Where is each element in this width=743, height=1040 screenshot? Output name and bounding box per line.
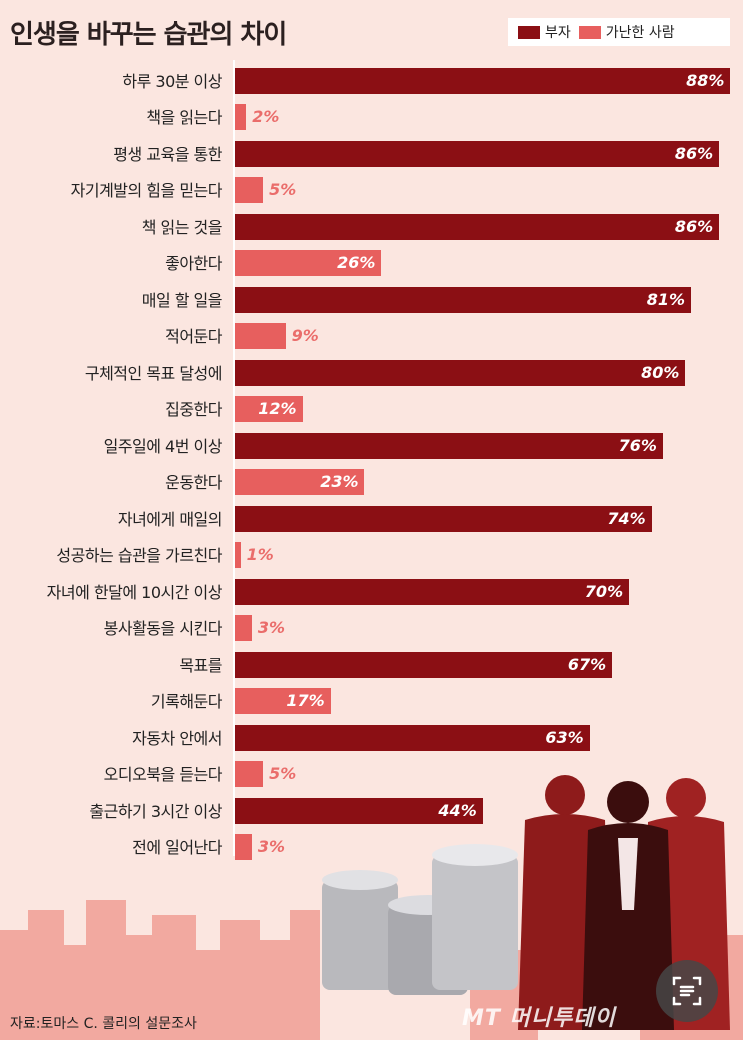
data-label-poor: 2%	[252, 107, 280, 126]
category-axis-line	[233, 60, 235, 856]
bar-poor	[235, 834, 252, 860]
category-label-line: 봉사활동을 시킨다	[103, 619, 223, 638]
watermark-logo: MT 머니투데이	[462, 1006, 616, 1031]
category-label-line: 자동차 안에서	[132, 729, 222, 748]
data-label-poor: 9%	[291, 326, 319, 345]
category-label-line: 일주일에 4번 이상	[103, 437, 223, 456]
data-label-rich: 63%	[545, 728, 584, 747]
data-label-poor: 23%	[320, 472, 359, 491]
data-label-rich: 67%	[567, 655, 607, 674]
category-label-line: 자녀에 한달에 10시간 이상	[46, 583, 223, 602]
data-label-poor: 3%	[257, 618, 286, 637]
category-label-line: 목표를	[179, 656, 222, 675]
data-label-poor: 3%	[257, 837, 286, 856]
bar-rich: 76%	[235, 433, 663, 459]
legend-swatch-poor	[578, 25, 601, 39]
data-label-rich: 86%	[674, 217, 714, 236]
bar-poor	[235, 104, 247, 130]
category-label-line: 운동한다	[165, 473, 222, 492]
bar-poor: 17%	[235, 688, 331, 714]
data-label-poor: 5%	[269, 764, 297, 783]
bar-rich: 80%	[235, 360, 686, 386]
legend-label-poor: 가난한 사람	[605, 25, 675, 41]
category-label-line: 하루 30분 이상	[122, 72, 222, 91]
category-label-line: 매일 할 일을	[141, 291, 223, 310]
bar-poor	[235, 542, 241, 568]
category-label-line: 기록해둔다	[150, 692, 223, 711]
decorative-illustration	[0, 775, 743, 1040]
bar-poor	[235, 177, 264, 203]
category-label-line: 출근하기 3시간 이상	[89, 802, 222, 821]
bar-rich: 74%	[235, 506, 652, 532]
data-label-rich: 74%	[607, 509, 646, 528]
category-label-line: 자기계발의 힘을 믿는다	[70, 181, 223, 200]
category-label-line: 구체적인 목표 달성에	[84, 364, 223, 383]
bar-rich: 86%	[235, 141, 720, 167]
bar-poor: 26%	[235, 250, 382, 276]
bar-poor	[235, 761, 264, 787]
data-label-rich: 80%	[641, 363, 680, 382]
data-label-poor: 1%	[246, 545, 274, 564]
bar-rich: 44%	[235, 798, 483, 824]
category-label-line: 적어둔다	[165, 327, 222, 346]
data-label-rich: 86%	[674, 144, 714, 163]
data-label-poor: 12%	[258, 399, 297, 418]
category-label-line: 전에 일어난다	[132, 838, 222, 857]
data-label-rich: 88%	[686, 71, 725, 90]
bar-rich: 70%	[235, 579, 630, 605]
category-label-line: 책 읽는 것을	[141, 218, 223, 237]
bar-rich: 67%	[235, 652, 613, 678]
text-scan-icon	[672, 976, 702, 1006]
data-label-rich: 70%	[584, 582, 624, 601]
category-label-line: 자녀에게 매일의	[117, 510, 223, 529]
scan-text-button[interactable]	[656, 960, 718, 1022]
category-label-line: 평생 교육을 통한	[113, 145, 222, 164]
bar-rich: 86%	[235, 214, 720, 240]
category-label-line: 책을 읽는다	[146, 108, 222, 127]
coin-stacks	[322, 844, 518, 995]
category-label-line: 집중한다	[165, 400, 222, 419]
bar-poor: 12%	[235, 396, 303, 422]
category-label-line: 성공하는 습관을 가르친다	[56, 546, 222, 565]
legend-label-rich: 부자	[545, 25, 571, 41]
data-label-poor: 5%	[269, 180, 297, 199]
bar-rich: 63%	[235, 725, 590, 751]
legend-item-rich: 부자	[518, 22, 571, 42]
data-label-poor: 17%	[286, 691, 325, 710]
bar-rich: 81%	[235, 287, 692, 313]
chart-title: 인생을 바꾸는 습관의 차이	[10, 20, 287, 50]
bar-poor	[235, 615, 252, 641]
bar-poor	[235, 323, 286, 349]
legend: 부자 가난한 사람	[508, 18, 730, 46]
legend-swatch-rich	[518, 25, 540, 39]
legend-item-poor: 가난한 사람	[578, 22, 675, 42]
data-label-rich: 76%	[618, 436, 657, 455]
data-label-poor: 26%	[337, 253, 376, 272]
bar-rich: 88%	[235, 68, 731, 94]
data-label-rich: 81%	[646, 290, 686, 309]
category-label-line: 오디오북을 듣는다	[103, 765, 223, 784]
bar-poor: 23%	[235, 469, 365, 495]
source-note: 자료:토마스 C. 콜리의 설문조사	[10, 1016, 197, 1032]
category-label-line: 좋아한다	[165, 254, 222, 273]
data-label-rich: 44%	[438, 801, 477, 820]
